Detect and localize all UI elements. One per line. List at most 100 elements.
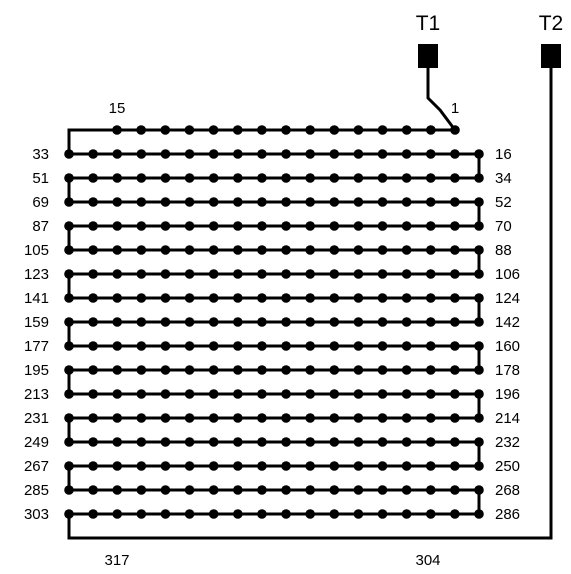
node-row-8-12 — [329, 317, 340, 327]
top-row-right-label: 1 — [451, 100, 459, 117]
bottom-row-right-label: 304 — [415, 552, 440, 569]
left-row-label: 69 — [32, 194, 49, 211]
node-row-2-12 — [329, 173, 340, 183]
node-row-2-15 — [401, 173, 412, 183]
node-row-2-14 — [377, 173, 388, 183]
node-row-13-4 — [136, 437, 147, 447]
node-top-4 — [184, 125, 195, 135]
node-row-1-5 — [160, 149, 171, 159]
node-row-3-15 — [401, 197, 412, 207]
node-row-7-10 — [281, 293, 291, 303]
node-row-3-8 — [233, 197, 243, 207]
node-row-2-1 — [64, 173, 74, 183]
node-row-12-11 — [305, 413, 315, 423]
node-row-8-15 — [401, 317, 412, 327]
node-top-8 — [281, 125, 291, 135]
right-row-label: 286 — [495, 506, 520, 523]
node-row-1-12 — [329, 149, 340, 159]
node-row-7-7 — [208, 293, 219, 303]
node-row-4-11 — [305, 221, 315, 231]
node-row-2-9 — [257, 173, 267, 183]
node-row-6-10 — [281, 269, 291, 279]
node-row-14-1 — [64, 461, 74, 471]
node-row-12-9 — [257, 413, 267, 423]
node-row-1-7 — [208, 149, 219, 159]
node-row-6-9 — [257, 269, 267, 279]
node-row-4-12 — [329, 221, 340, 231]
node-row-6-16 — [425, 269, 436, 279]
node-row-15-3 — [112, 485, 123, 495]
node-row-16-4 — [136, 509, 147, 519]
right-row-label: 268 — [495, 482, 520, 499]
node-row-12-6 — [184, 413, 195, 423]
node-row-16-5 — [160, 509, 171, 519]
node-row-5-5 — [160, 245, 171, 255]
node-row-11-4 — [136, 389, 147, 399]
node-row-11-2 — [88, 389, 98, 399]
node-top-15 — [450, 125, 460, 135]
node-row-11-18 — [474, 389, 484, 399]
right-row-label: 88 — [495, 242, 512, 259]
node-row-5-13 — [353, 245, 364, 255]
node-row-5-14 — [377, 245, 388, 255]
left-row-label: 177 — [24, 338, 49, 355]
right-row-label: 232 — [495, 434, 520, 451]
node-row-10-1 — [64, 365, 74, 375]
node-row-4-5 — [160, 221, 171, 231]
node-row-14-6 — [184, 461, 195, 471]
node-row-14-15 — [401, 461, 412, 471]
node-row-12-7 — [208, 413, 219, 423]
node-row-9-2 — [88, 341, 98, 351]
node-row-15-7 — [208, 485, 219, 495]
node-row-7-11 — [305, 293, 315, 303]
node-row-15-18 — [474, 485, 484, 495]
left-row-label: 285 — [24, 482, 49, 499]
node-row-10-2 — [88, 365, 98, 375]
node-row-13-17 — [450, 437, 460, 447]
node-row-6-7 — [208, 269, 219, 279]
node-row-10-4 — [136, 365, 147, 375]
right-row-label: 160 — [495, 338, 520, 355]
node-row-2-3 — [112, 173, 123, 183]
node-top-11 — [353, 125, 364, 135]
node-row-7-12 — [329, 293, 340, 303]
node-row-10-16 — [425, 365, 436, 375]
node-row-11-12 — [329, 389, 340, 399]
node-row-7-16 — [425, 293, 436, 303]
node-row-15-8 — [233, 485, 243, 495]
node-row-2-17 — [450, 173, 460, 183]
node-row-6-14 — [377, 269, 388, 279]
node-row-15-17 — [450, 485, 460, 495]
node-row-8-1 — [64, 317, 74, 327]
node-row-12-13 — [353, 413, 364, 423]
node-row-15-5 — [160, 485, 171, 495]
right-row-label: 178 — [495, 362, 520, 379]
node-row-7-9 — [257, 293, 267, 303]
terminal-pad-t1 — [418, 44, 438, 68]
node-row-11-11 — [305, 389, 315, 399]
node-row-9-12 — [329, 341, 340, 351]
node-row-15-4 — [136, 485, 147, 495]
node-row-5-18 — [474, 245, 484, 255]
node-row-7-17 — [450, 293, 460, 303]
node-row-4-4 — [136, 221, 147, 231]
node-row-10-8 — [233, 365, 243, 375]
node-row-14-3 — [112, 461, 123, 471]
node-row-13-10 — [281, 437, 291, 447]
node-row-9-7 — [208, 341, 219, 351]
node-row-8-11 — [305, 317, 315, 327]
node-row-1-4 — [136, 149, 147, 159]
node-row-6-6 — [184, 269, 195, 279]
node-row-11-1 — [64, 389, 74, 399]
node-row-5-11 — [305, 245, 315, 255]
node-row-11-7 — [208, 389, 219, 399]
left-row-label: 51 — [32, 170, 49, 187]
node-row-13-6 — [184, 437, 195, 447]
node-row-8-10 — [281, 317, 291, 327]
node-row-9-1 — [64, 341, 74, 351]
node-row-6-13 — [353, 269, 364, 279]
node-row-13-1 — [64, 437, 74, 447]
node-row-14-2 — [88, 461, 98, 471]
node-row-8-18 — [474, 317, 484, 327]
